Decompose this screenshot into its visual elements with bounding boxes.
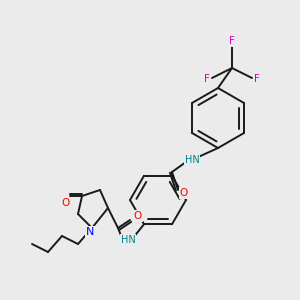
Text: O: O xyxy=(180,188,188,198)
Text: O: O xyxy=(134,211,142,221)
Text: F: F xyxy=(204,74,210,84)
Text: HN: HN xyxy=(184,155,200,165)
Text: N: N xyxy=(86,227,94,237)
Text: F: F xyxy=(254,74,260,84)
Text: F: F xyxy=(229,36,235,46)
Text: O: O xyxy=(61,198,69,208)
Text: HN: HN xyxy=(121,235,135,245)
